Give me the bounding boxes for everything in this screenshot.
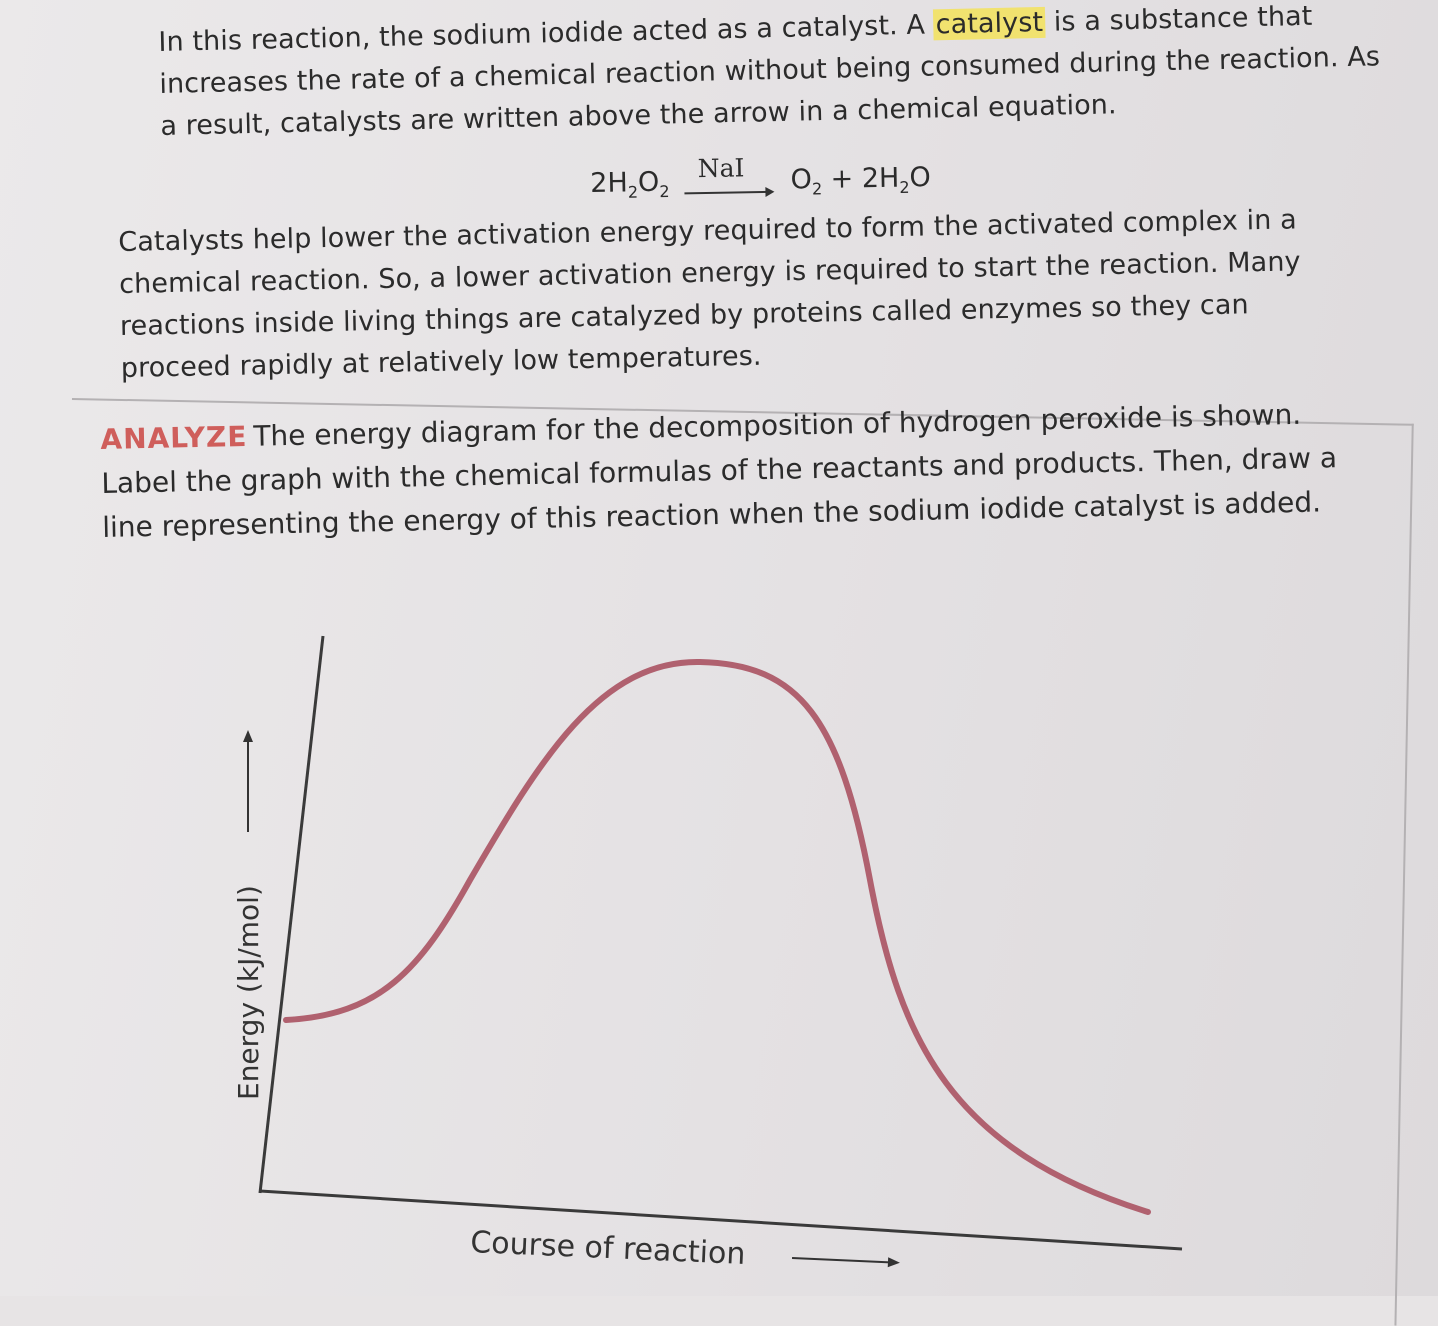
y-axis-label: Energy (kJ/mol) (232, 885, 265, 1100)
x-axis-arrow-shaft (791, 1257, 890, 1264)
x-axis-label: Course of reaction (470, 1225, 746, 1272)
y-axis-line (258, 635, 325, 1194)
y-axis-label-group: Energy (kJ/mol) (232, 730, 265, 1100)
textbook-page: In this reaction, the sodium iodide acte… (0, 0, 1438, 1296)
x-axis-line (259, 1189, 1183, 1251)
x-axis-label-group: Course of reaction (470, 1225, 900, 1272)
reaction-energy-curve (283, 658, 1151, 1215)
x-axis-arrow-icon (887, 1257, 900, 1268)
y-axis-arrow-icon (243, 730, 253, 742)
energy-diagram: Energy (kJ/mol) Course of reaction (232, 635, 1183, 1272)
